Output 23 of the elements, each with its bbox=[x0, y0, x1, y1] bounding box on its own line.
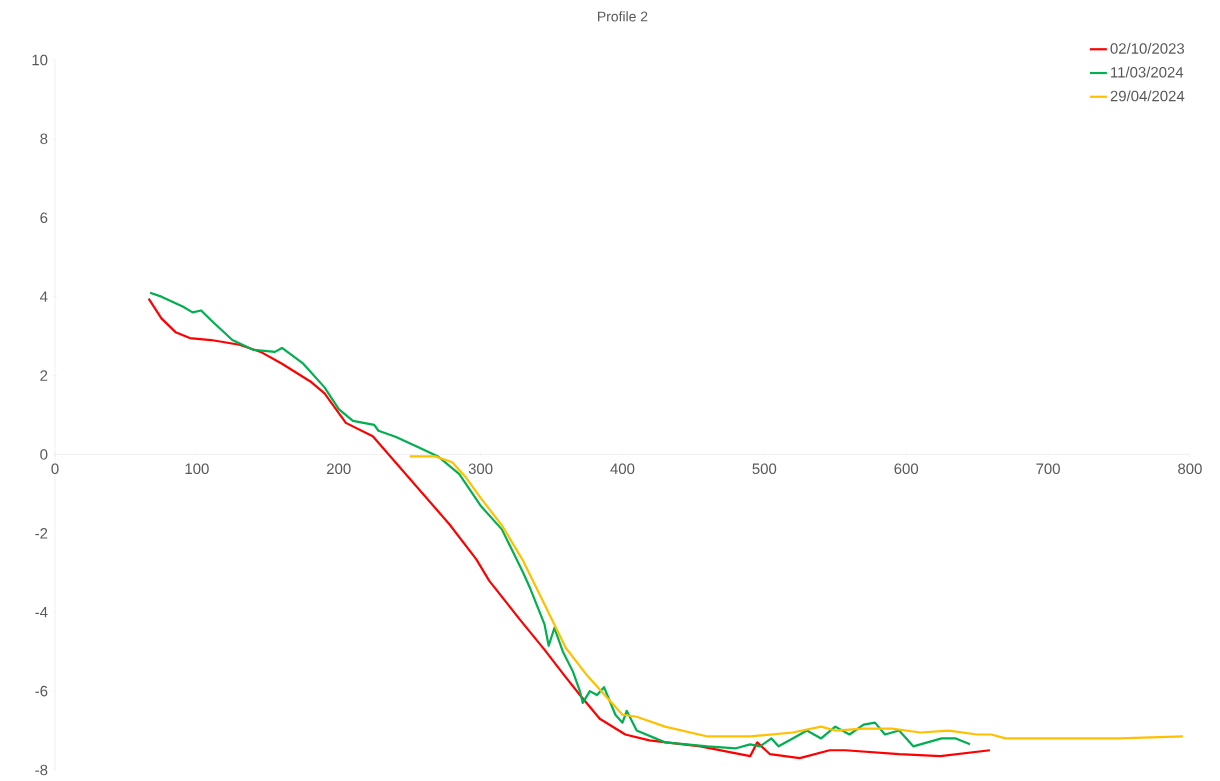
x-tick-label: 800 bbox=[1178, 463, 1202, 475]
legend-label: 29/04/2024 bbox=[1110, 90, 1185, 102]
y-tick-label: -4 bbox=[35, 607, 48, 618]
y-tick-label: 6 bbox=[40, 212, 48, 224]
y-tick-label: -6 bbox=[35, 685, 48, 697]
x-tick-label: 100 bbox=[185, 463, 209, 475]
legend-label: 11/03/2024 bbox=[1111, 66, 1184, 78]
x-tick-label: 500 bbox=[752, 463, 777, 475]
y-tick-label: -8 bbox=[35, 764, 48, 776]
legend-label: 02/10/2023 bbox=[1110, 42, 1185, 54]
x-tick-label: 200 bbox=[327, 463, 351, 475]
x-tick-label: 600 bbox=[894, 463, 919, 475]
y-tick-label: 10 bbox=[32, 54, 48, 66]
x-tick-label: 300 bbox=[468, 463, 493, 475]
y-tick-label: -2 bbox=[35, 528, 48, 539]
x-tick-label: 0 bbox=[51, 463, 59, 475]
y-tick-label: 4 bbox=[40, 291, 48, 302]
chart-title: Profile 2 bbox=[598, 11, 648, 22]
x-tick-label: 700 bbox=[1036, 463, 1060, 475]
y-tick-label: 2 bbox=[40, 370, 48, 381]
y-tick-label: 8 bbox=[40, 133, 48, 145]
y-tick-label: 0 bbox=[40, 449, 48, 460]
x-tick-label: 400 bbox=[610, 463, 635, 475]
